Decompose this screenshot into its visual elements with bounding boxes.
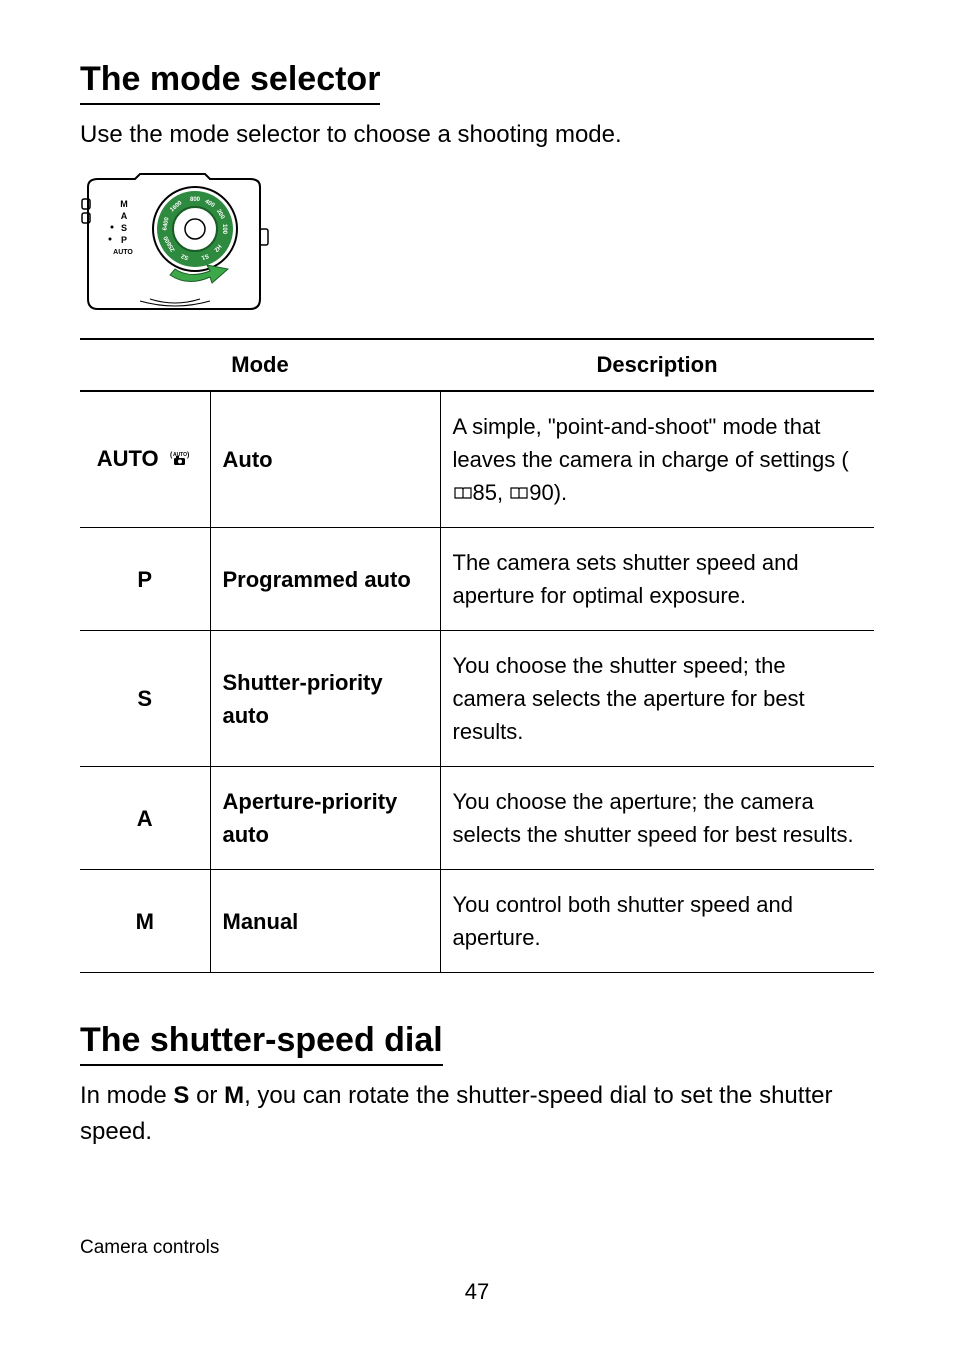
svg-text:M: M [120,199,128,209]
mode-cell-s: S [80,631,210,767]
mode-desc-a: You choose the aperture; the camera sele… [440,767,874,870]
page-footer: Camera controls 47 [80,1237,874,1305]
svg-text:P: P [121,235,127,245]
page-number: 47 [80,1279,874,1305]
table-row: P Programmed auto The camera sets shutte… [80,528,874,631]
svg-text:800: 800 [190,197,201,203]
table-row: S Shutter-priority auto You choose the s… [80,631,874,767]
mode-desc-m: You control both shutter speed and apert… [440,870,874,973]
svg-text:): ) [187,452,189,459]
mode-name-p: Programmed auto [210,528,440,631]
mode-name-auto: Auto [210,391,440,528]
page-ref-icon [509,476,529,509]
svg-text:100: 100 [221,224,227,235]
mode-selector-heading: The mode selector [80,60,380,105]
svg-text:AUTO: AUTO [113,249,133,256]
mode-selector-intro: Use the mode selector to choose a shooti… [80,117,874,153]
mode-selector-diagram: M A S P AUTO 800 400 200 100 H2 S1 S2 2 [80,169,270,314]
table-header-mode: Mode [80,339,440,391]
svg-text:AUTO: AUTO [173,452,187,458]
footer-section-label: Camera controls [80,1237,874,1259]
mode-desc-p: The camera sets shutter speed and apertu… [440,528,874,631]
page-ref-icon [453,476,473,509]
mode-cell-auto: AUTO ( AUTO ) [80,391,210,528]
auto-camera-icon: ( AUTO ) [167,444,193,477]
table-header-row: Mode Description [80,339,874,391]
modes-table: Mode Description AUTO ( AUTO ) Auto [80,338,874,973]
table-row: A Aperture-priority auto You choose the … [80,767,874,870]
svg-text:S: S [121,223,127,233]
shutter-speed-heading: The shutter-speed dial [80,1021,443,1066]
mode-cell-m: M [80,870,210,973]
mode-name-m: Manual [210,870,440,973]
svg-text:A: A [121,211,128,221]
mode-name-s: Shutter-priority auto [210,631,440,767]
mode-cell-a: A [80,767,210,870]
shutter-speed-intro: In mode S or M, you can rotate the shutt… [80,1078,874,1150]
table-row: M Manual You control both shutter speed … [80,870,874,973]
mode-cell-p: P [80,528,210,631]
mode-desc-s: You choose the shutter speed; the camera… [440,631,874,767]
mode-name-a: Aperture-priority auto [210,767,440,870]
table-header-desc: Description [440,339,874,391]
table-row: AUTO ( AUTO ) Auto A simple, "point-and-… [80,391,874,528]
mode-desc-auto: A simple, "point-and-shoot" mode that le… [440,391,874,528]
